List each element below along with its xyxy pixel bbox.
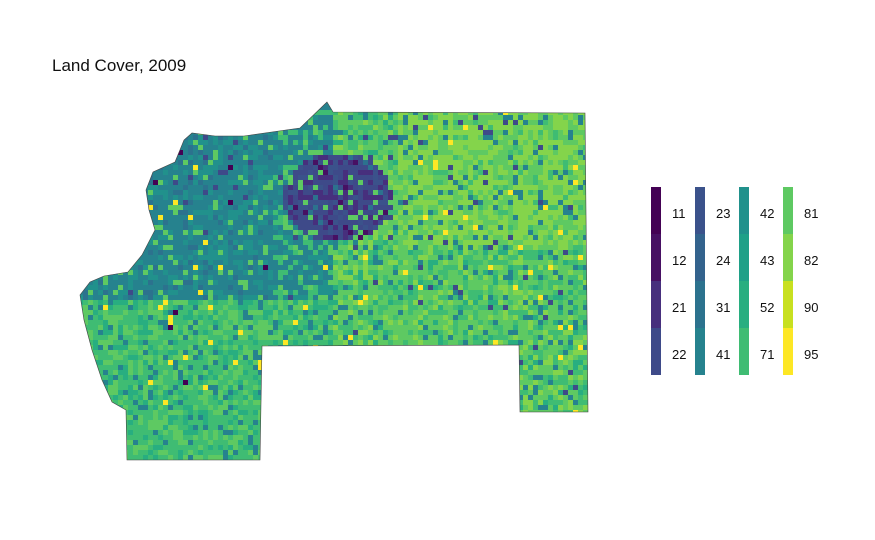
legend-swatch-11 xyxy=(651,187,661,234)
legend-swatch-52 xyxy=(739,281,749,328)
legend-swatch-81 xyxy=(783,187,793,234)
legend-swatch-71 xyxy=(739,328,749,375)
legend-label-11: 11 xyxy=(672,206,686,221)
legend-label-23: 23 xyxy=(716,206,731,221)
legend-swatch-23 xyxy=(695,187,705,234)
legend-label-12: 12 xyxy=(672,253,687,268)
legend-swatch-41 xyxy=(695,328,705,375)
legend-label-41: 41 xyxy=(716,347,731,362)
legend-swatch-22 xyxy=(651,328,661,375)
region-outline xyxy=(79,101,589,461)
legend-label-90: 90 xyxy=(804,300,819,315)
legend-label-43: 43 xyxy=(760,253,775,268)
legend-swatch-82 xyxy=(783,234,793,281)
legend-label-52: 52 xyxy=(760,300,775,315)
legend-label-22: 22 xyxy=(672,347,687,362)
legend-label-24: 24 xyxy=(716,253,731,268)
legend-label-95: 95 xyxy=(804,347,819,362)
legend-label-31: 31 xyxy=(716,300,731,315)
raster-cells xyxy=(80,102,588,460)
map-title: Land Cover, 2009 xyxy=(52,56,187,75)
legend-label-81: 81 xyxy=(804,206,819,221)
legend-swatch-24 xyxy=(695,234,705,281)
legend-swatch-43 xyxy=(739,234,749,281)
legend-swatch-21 xyxy=(651,281,661,328)
legend-swatch-95 xyxy=(783,328,793,375)
legend-label-71: 71 xyxy=(760,347,775,362)
legend-swatch-12 xyxy=(651,234,661,281)
legend-label-82: 82 xyxy=(804,253,819,268)
legend-swatch-31 xyxy=(695,281,705,328)
legend-label-42: 42 xyxy=(760,206,775,221)
legend-label-21: 21 xyxy=(672,300,687,315)
legend-swatch-42 xyxy=(739,187,749,234)
legend-swatch-90 xyxy=(783,281,793,328)
